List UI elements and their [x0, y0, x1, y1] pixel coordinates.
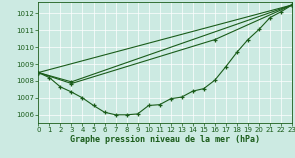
- X-axis label: Graphe pression niveau de la mer (hPa): Graphe pression niveau de la mer (hPa): [70, 135, 260, 144]
